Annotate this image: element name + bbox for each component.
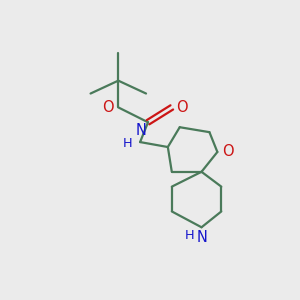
Text: N: N: [197, 230, 208, 245]
Text: H: H: [122, 136, 132, 150]
Text: O: O: [222, 145, 234, 160]
Text: H: H: [185, 229, 195, 242]
Text: N: N: [136, 123, 146, 138]
Text: O: O: [176, 100, 188, 115]
Text: O: O: [102, 100, 113, 115]
